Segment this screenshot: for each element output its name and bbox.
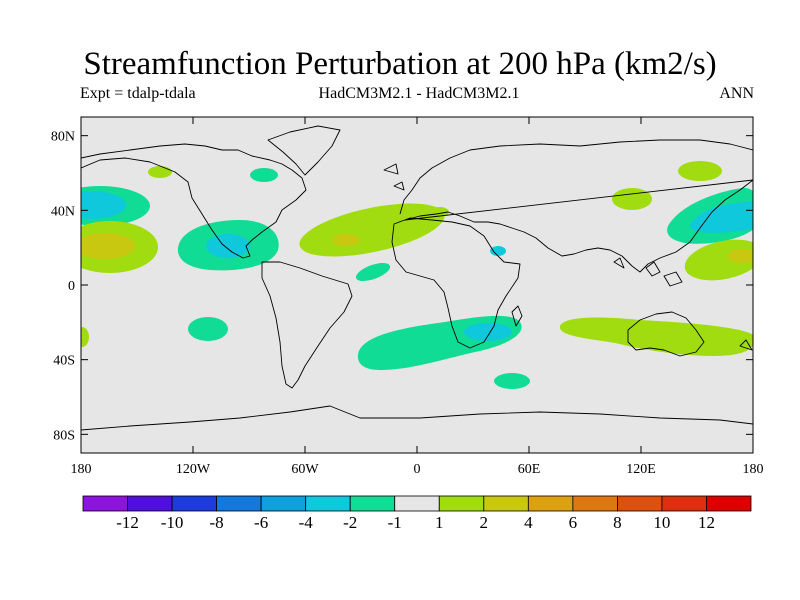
colorbar-swatch [216, 495, 262, 512]
colorbar-label: -10 [161, 513, 184, 532]
colorbar-swatch [527, 495, 574, 512]
colorbar-swatch [661, 495, 707, 512]
figure-title: Streamfunction Perturbation at 200 hPa (… [83, 46, 717, 82]
negative-anomaly [188, 317, 228, 341]
contour-fills [81, 161, 753, 389]
colorbar-label: -6 [254, 513, 268, 532]
australia-coast [627, 311, 705, 357]
colorbar-swatch [617, 495, 663, 512]
colorbar-swatch [706, 495, 752, 512]
lon-tick-label: 60E [518, 462, 541, 477]
negative-anomaly [250, 168, 278, 182]
colorbar-label: 12 [698, 513, 715, 532]
lon-tick-label: 180 [743, 462, 764, 477]
lat-tick-label: 0 [68, 279, 75, 294]
negative-core [81, 191, 126, 219]
colorbar-label: 4 [524, 513, 533, 532]
negative-anomaly [355, 262, 391, 282]
negative-anomaly [494, 373, 530, 389]
colorbar-label: -4 [299, 513, 314, 532]
colorbar-swatch [82, 495, 128, 512]
negative-core [690, 202, 753, 233]
lat-tick-label: 80N [51, 130, 75, 145]
positive-anomaly [81, 327, 89, 347]
positive-core [728, 249, 753, 263]
colorbar: -12 -10 -8 -6 -4 -2 -1 1 2 4 6 8 10 12 [82, 495, 752, 532]
africa-coast [391, 217, 521, 349]
colorbar-swatch [171, 495, 217, 512]
colorbar-label: 1 [435, 513, 444, 532]
colorbar-swatch [572, 495, 618, 512]
positive-anomaly [148, 166, 172, 178]
map-background [81, 117, 753, 453]
negative-anomaly [490, 246, 506, 256]
colorbar-swatch [305, 495, 351, 512]
lon-tick-label: 0 [414, 462, 421, 477]
colorbar-label: 2 [480, 513, 489, 532]
eurasia-coast [399, 139, 753, 273]
colorbar-swatch [260, 495, 307, 512]
experiment-label: Expt = tdalp-tdala [80, 85, 196, 102]
negative-core [206, 234, 250, 258]
colorbar-label: -1 [388, 513, 402, 532]
colorbar-swatch [394, 495, 440, 512]
colorbar-label: 6 [569, 513, 578, 532]
lat-tick-label: 40N [51, 204, 75, 219]
model-label: HadCM3M2.1 - HadCM3M2.1 [318, 85, 520, 102]
islands [383, 163, 753, 351]
colorbar-swatch [127, 495, 173, 512]
colorbar-swatch [483, 495, 529, 512]
colorbar-swatch [349, 495, 396, 512]
positive-anomaly [678, 161, 722, 181]
colorbar-label: -2 [343, 513, 357, 532]
north-america-coast [81, 143, 307, 259]
greenland-coast [267, 125, 341, 176]
lon-tick-label: 180 [71, 462, 92, 477]
colorbar-label: -8 [210, 513, 224, 532]
antarctica-coast [81, 405, 753, 431]
positive-core [81, 233, 135, 259]
coastlines [81, 125, 753, 431]
lon-tick-label: 60W [291, 462, 319, 477]
colorbar-swatch [438, 495, 485, 512]
longitude-axis: 180 120W 60W 0 60E 120E 180 [71, 117, 764, 477]
lon-tick-label: 120E [626, 462, 656, 477]
lat-tick-label: 80S [53, 428, 75, 443]
lat-tick-label: 40S [53, 354, 75, 369]
lon-tick-label: 120W [176, 462, 211, 477]
colorbar-label: 10 [653, 513, 670, 532]
colorbar-label: 8 [613, 513, 622, 532]
latitude-axis: 80N 40N 0 40S 80S [51, 130, 753, 443]
positive-core [332, 234, 360, 246]
positive-anomaly [559, 317, 753, 356]
positive-anomaly [612, 188, 652, 210]
negative-core [464, 323, 512, 341]
season-label: ANN [719, 85, 754, 102]
colorbar-label: -12 [116, 513, 139, 532]
south-america-coast [261, 261, 353, 389]
